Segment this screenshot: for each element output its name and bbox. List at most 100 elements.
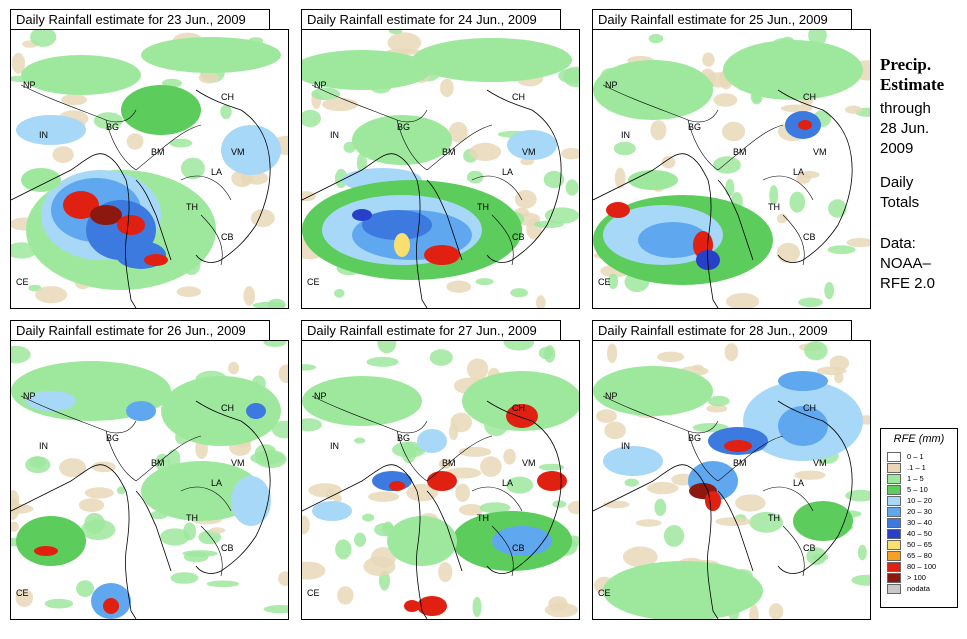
country-label-bm: BM: [442, 147, 456, 157]
rain-cell: [126, 401, 156, 421]
legend-label: 30 – 40: [907, 518, 933, 527]
rain-cell: [638, 222, 708, 258]
rain-speckle: [59, 458, 87, 478]
rain-speckle: [607, 343, 618, 364]
rain-speckle: [170, 572, 199, 584]
rain-speckle: [198, 71, 219, 84]
country-label-bg: BG: [688, 433, 701, 443]
rain-speckle: [176, 286, 201, 298]
rain-speckle: [479, 502, 511, 514]
rain-speckle: [180, 157, 205, 180]
rain-speckle: [438, 562, 453, 583]
legend-label: 1 – 5: [907, 474, 924, 483]
rain-cell: [312, 501, 352, 521]
rain-speckle: [302, 561, 326, 580]
rain-speckle: [169, 138, 193, 148]
rain-speckle: [116, 486, 126, 495]
rain-speckle: [798, 297, 823, 308]
rfe-legend: RFE (mm) 0 – 1 .1 – 1 1 – 5 5 – 10 10 – 20 20…: [880, 428, 958, 608]
rain-cell: [394, 233, 410, 257]
rain-speckle: [538, 463, 565, 471]
country-label-bg: BG: [106, 122, 119, 132]
country-borders: [20, 395, 232, 577]
country-label-bg: BG: [397, 122, 410, 132]
rain-speckle: [851, 574, 870, 586]
rainfall-map-svg: NP CH IN BG BM VM LA TH CB CE: [593, 341, 870, 619]
country-borders: [602, 84, 814, 266]
rain-cell: [144, 254, 168, 266]
legend-item: > 100: [887, 572, 951, 583]
rain-speckle: [558, 68, 579, 84]
country-label-ch: CH: [803, 403, 816, 413]
rain-cell: [16, 516, 86, 566]
country-label-ce: CE: [307, 588, 320, 598]
rain-speckle: [776, 242, 800, 264]
legend-item: 10 – 20: [887, 495, 951, 506]
rain-speckle: [11, 52, 26, 74]
rain-speckle: [608, 273, 619, 290]
rain-speckle: [220, 104, 232, 120]
rain-speckle: [311, 87, 341, 101]
rain-speckle: [263, 341, 287, 347]
rainfall-map-svg: NP CH IN BG BM VM LA TH CB CE: [593, 30, 870, 308]
rain-cell: [362, 210, 432, 240]
rain-speckle: [726, 293, 760, 308]
legend-item: 40 – 50: [887, 528, 951, 539]
country-label-la: LA: [793, 478, 804, 488]
country-label-th: TH: [186, 513, 198, 523]
rain-cell: [724, 440, 752, 452]
rain-speckle: [749, 511, 784, 533]
country-label-bg: BG: [688, 122, 701, 132]
rain-speckle: [510, 288, 528, 298]
rain-speckle: [565, 179, 579, 196]
rain-speckle: [466, 170, 484, 184]
rain-cell: [593, 366, 713, 416]
rain-speckle: [243, 286, 255, 306]
rain-speckle: [798, 170, 820, 179]
rain-cell: [798, 120, 812, 130]
rain-speckle: [789, 191, 806, 213]
rain-cell: [90, 205, 122, 225]
legend-swatch: [887, 451, 901, 462]
country-label-in: IN: [39, 441, 48, 451]
legend-item: 0 – 1: [887, 451, 951, 462]
rain-speckle: [401, 441, 417, 464]
rain-speckle: [827, 245, 856, 255]
rain-speckle: [514, 190, 537, 209]
country-label-ch: CH: [512, 403, 525, 413]
rain-speckle: [61, 94, 87, 106]
rain-speckle: [722, 121, 746, 142]
rain-speckle: [429, 349, 453, 366]
rain-speckle: [84, 512, 105, 534]
rain-speckle: [302, 109, 321, 127]
rain-speckle: [614, 167, 626, 189]
rain-speckle: [725, 179, 735, 197]
legend-swatch: [887, 484, 901, 495]
rain-cell: [506, 404, 538, 428]
rain-speckle: [335, 539, 352, 560]
rain-speckle: [35, 286, 68, 304]
rain-speckle: [250, 209, 275, 228]
rain-speckle: [829, 355, 850, 371]
country-label-ch: CH: [803, 92, 816, 102]
country-borders: [311, 395, 523, 577]
rain-cell: [603, 561, 763, 619]
rain-cell: [141, 37, 281, 73]
rain-speckle: [343, 141, 356, 153]
rain-speckle: [824, 282, 835, 300]
rain-speckle: [337, 586, 354, 605]
legend-label: > 100: [907, 573, 926, 582]
side-date-line1: 28 Jun.: [880, 120, 930, 137]
rain-speckle: [613, 141, 636, 156]
rain-cell: [352, 115, 452, 165]
country-label-cb: CB: [221, 543, 234, 553]
coastline: [593, 400, 853, 619]
rain-speckle: [183, 551, 209, 563]
coastline: [302, 400, 562, 619]
rain-speckle: [354, 532, 367, 547]
rain-speckle: [30, 30, 57, 47]
country-borders: [311, 84, 523, 266]
rain-cell: [417, 429, 447, 453]
rain-speckle: [536, 295, 546, 308]
country-label-th: TH: [768, 202, 780, 212]
